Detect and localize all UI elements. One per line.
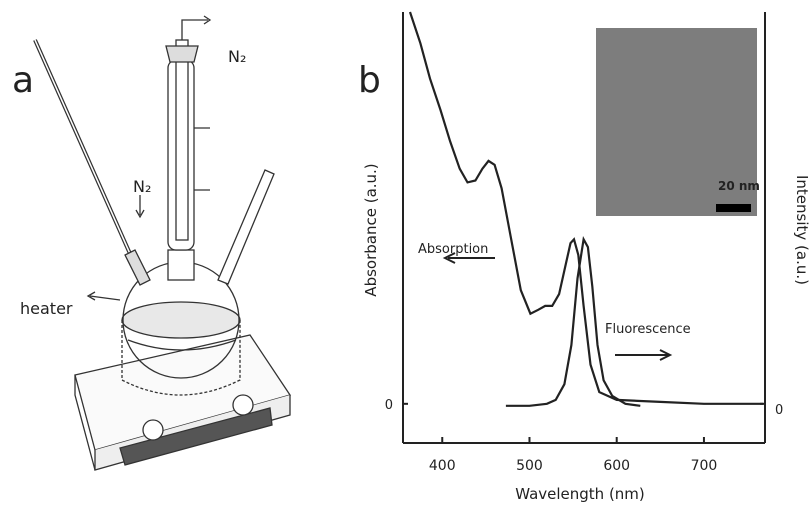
y2-tick-label: 0 bbox=[775, 403, 783, 418]
gas-label: N₂ bbox=[228, 47, 246, 66]
x-tick-label: 500 bbox=[516, 458, 543, 474]
panel-label: b bbox=[358, 60, 381, 101]
y2-axis-label: Intensity (a.u.) bbox=[793, 175, 811, 285]
y-tick-label: 0 bbox=[385, 398, 393, 413]
scale-label: 20 nm bbox=[718, 179, 760, 193]
heater-label: heater bbox=[20, 299, 73, 318]
arrow bbox=[442, 252, 495, 264]
tem-inset bbox=[596, 28, 757, 216]
arrow bbox=[615, 349, 673, 361]
x-axis-label: Wavelength (nm) bbox=[515, 485, 645, 503]
data-line bbox=[505, 235, 641, 407]
apparatus bbox=[33, 15, 292, 471]
y-axis-label: Absorbance (a.u.) bbox=[362, 163, 380, 296]
x-tick-label: 700 bbox=[691, 458, 718, 474]
series-label: Fluorescence bbox=[605, 322, 691, 337]
data-line bbox=[408, 11, 764, 405]
series-label: Absorption bbox=[418, 242, 488, 257]
panel-label: a bbox=[12, 60, 34, 101]
x-tick-label: 400 bbox=[429, 458, 456, 474]
x-tick-label: 600 bbox=[603, 458, 630, 474]
gas-label: N₂ bbox=[133, 177, 151, 196]
